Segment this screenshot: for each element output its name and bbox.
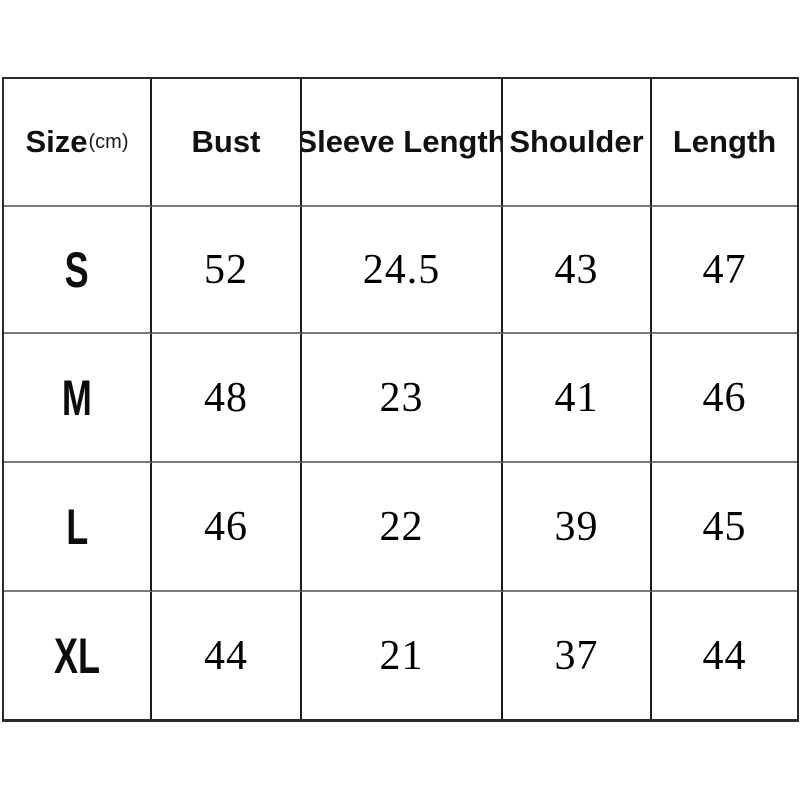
value-cell-xl-length: 44 xyxy=(702,632,747,679)
size-header-unit: (cm) xyxy=(88,130,129,153)
value-cell-s-shoulder: 43 xyxy=(503,207,652,334)
value-cell-s-bust: 52 xyxy=(152,207,302,334)
value-cell-l-shoulder: 39 xyxy=(503,463,652,592)
size-header-label: Size xyxy=(25,124,88,159)
header-cell-size: Size (cm) xyxy=(4,79,152,207)
size-label: XL xyxy=(53,627,101,684)
value-cell-xl-shoulder: 37 xyxy=(503,592,652,719)
value-cell-m-length: 46 xyxy=(652,334,797,463)
size-cell-xl: XL xyxy=(4,592,152,719)
header-cell-length: Length xyxy=(652,79,797,207)
size-label: M xyxy=(62,369,92,426)
header-cell-bust: Bust xyxy=(152,79,302,207)
value-cell-xl-sleeve: 21 xyxy=(302,592,503,719)
header-cell-sleeve-length: Sleeve Length xyxy=(302,79,503,207)
value-cell-s-sleeve: 24.5 xyxy=(302,207,503,334)
size-label: S xyxy=(64,241,90,298)
size-cell-s: S xyxy=(4,207,152,334)
value-cell-s-length: 47 xyxy=(652,207,797,334)
size-chart-table: Size (cm) Bust Sleeve Length Shoulder Len… xyxy=(2,77,799,722)
size-cell-m: M xyxy=(4,334,152,463)
size-label: L xyxy=(65,498,88,555)
value-cell-m-shoulder: 41 xyxy=(503,334,652,463)
value-cell-l-sleeve: 22 xyxy=(302,463,503,592)
value-cell-l-bust: 46 xyxy=(152,463,302,592)
size-cell-l: L xyxy=(4,463,152,592)
value-cell-xl-bust: 44 xyxy=(152,592,302,719)
value-cell-l-length: 45 xyxy=(652,463,797,592)
value-cell-m-bust: 48 xyxy=(152,334,302,463)
header-cell-shoulder: Shoulder xyxy=(503,79,652,207)
value-cell-m-sleeve: 23 xyxy=(302,334,503,463)
